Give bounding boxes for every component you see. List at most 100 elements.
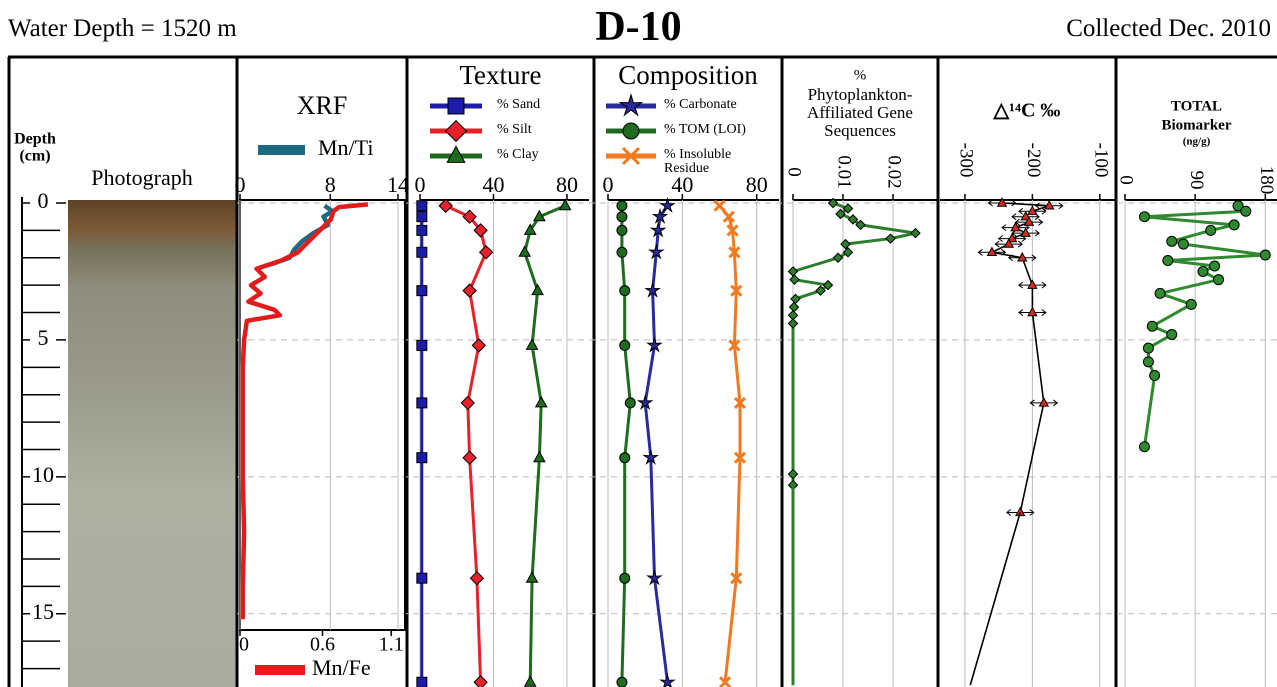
- y-tick-label: 0: [38, 188, 49, 213]
- panel-title: Texture: [459, 60, 541, 90]
- x-tick-label: 0: [415, 172, 426, 197]
- legend-label: % Insoluble Residue: [664, 148, 774, 176]
- legend-label: % TOM (LOI): [664, 123, 746, 137]
- marker: [1163, 256, 1173, 266]
- marker: [788, 267, 797, 276]
- panel-title: Composition: [618, 60, 758, 90]
- marker: [617, 247, 627, 257]
- panel-title: XRF: [297, 91, 348, 120]
- panel-title: Affiliated Gene: [807, 103, 913, 122]
- marker: [788, 319, 797, 328]
- x-tick-label: 80: [746, 172, 768, 197]
- marker: [790, 275, 799, 284]
- marker: [417, 340, 427, 350]
- marker: [1206, 225, 1216, 235]
- x-tick-label: 180: [1256, 166, 1277, 195]
- marker: [1167, 236, 1177, 246]
- panel-title: %: [854, 67, 867, 83]
- panel-title: TOTAL: [1171, 98, 1222, 114]
- series-line: [970, 513, 1020, 686]
- marker: [417, 398, 427, 408]
- marker: [519, 246, 530, 256]
- panel-title: Phytoplankton-: [808, 85, 913, 104]
- marker: [789, 303, 798, 312]
- series-line: [645, 206, 667, 683]
- x-tick-label: 0: [603, 172, 614, 197]
- marker: [417, 453, 427, 463]
- marker: [617, 677, 627, 687]
- core-photo: [68, 200, 236, 687]
- x-tick-label: 0.01: [834, 155, 855, 188]
- marker: [1260, 250, 1270, 260]
- y-tick-label: 5: [38, 325, 49, 350]
- marker: [417, 212, 427, 222]
- marker: [620, 340, 630, 350]
- marker: [1139, 442, 1149, 452]
- panel-title: (ng/g): [1183, 136, 1211, 148]
- marker: [439, 199, 452, 212]
- marker: [620, 95, 641, 115]
- marker: [1028, 280, 1037, 288]
- marker: [886, 234, 895, 243]
- panel-title: Biomarker: [1162, 117, 1232, 133]
- marker: [463, 284, 476, 297]
- x-tick-label: -300: [956, 143, 977, 178]
- y-tick-label: 15: [32, 599, 54, 624]
- marker: [841, 240, 850, 249]
- marker: [417, 286, 427, 296]
- marker: [448, 98, 464, 114]
- x-tick-label: -100: [1090, 143, 1111, 178]
- x-tick-label: 0: [1116, 175, 1137, 185]
- marker: [417, 247, 427, 257]
- marker: [1039, 398, 1048, 406]
- marker: [911, 229, 920, 238]
- marker: [625, 398, 635, 408]
- legend-label: % Clay: [497, 148, 539, 162]
- marker: [617, 201, 627, 211]
- x-tick-label: 40: [671, 172, 693, 197]
- marker: [661, 675, 674, 687]
- marker: [480, 246, 493, 259]
- axis-title: (cm): [19, 148, 50, 165]
- legend-label: Mn/Fe: [312, 657, 371, 679]
- marker: [417, 573, 427, 583]
- axis-title: Depth: [14, 131, 56, 148]
- x-tick-label: 40: [482, 172, 504, 197]
- series-line: [446, 206, 486, 683]
- marker: [1139, 212, 1149, 222]
- x-tick-label: 90: [1186, 171, 1207, 190]
- marker: [1147, 321, 1157, 331]
- marker: [1178, 239, 1188, 249]
- marker: [560, 200, 571, 210]
- x-tick-label: -200: [1023, 143, 1044, 178]
- legend-label: % Sand: [497, 98, 540, 112]
- marker: [1028, 308, 1037, 316]
- marker: [1167, 329, 1177, 339]
- marker: [534, 452, 545, 462]
- figure: Depth(cm)051015PhotographXRF081400.61.1T…: [0, 0, 1277, 687]
- marker: [532, 285, 543, 295]
- x2-tick-label: 0: [239, 634, 249, 656]
- marker: [417, 677, 427, 687]
- x-tick-label: 8: [325, 172, 336, 197]
- marker: [620, 573, 630, 583]
- marker: [470, 572, 483, 585]
- marker: [620, 286, 630, 296]
- legend-label: Mn/Ti: [318, 137, 373, 159]
- series-line: [622, 206, 630, 683]
- marker: [527, 339, 538, 349]
- marker: [472, 339, 485, 352]
- marker: [463, 451, 476, 464]
- x-tick-label: 0: [235, 172, 246, 197]
- series-line: [1145, 206, 1266, 447]
- marker: [1143, 343, 1153, 353]
- series-line: [992, 203, 1049, 513]
- marker: [617, 225, 627, 235]
- marker: [525, 676, 536, 686]
- marker: [791, 294, 800, 303]
- marker: [474, 676, 487, 687]
- marker: [417, 201, 427, 211]
- marker: [1186, 299, 1196, 309]
- marker: [446, 121, 467, 142]
- marker: [1241, 206, 1251, 216]
